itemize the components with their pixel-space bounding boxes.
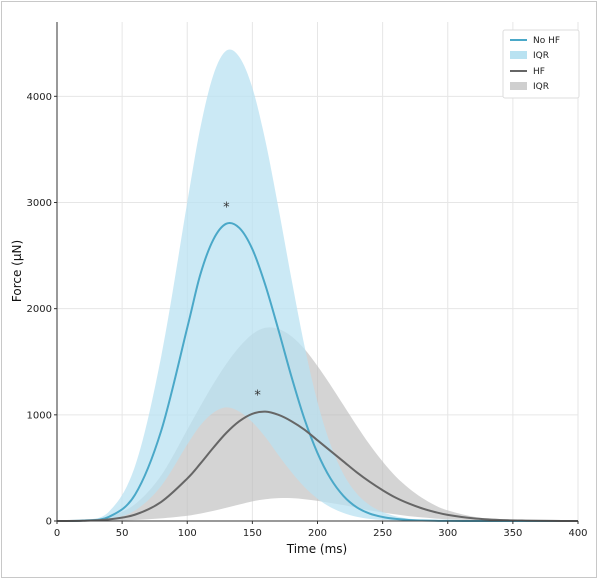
x-tick-label: 250 (373, 528, 392, 539)
legend-label-iqr-hf: IQR (533, 82, 549, 92)
significance-marker-2: * (254, 389, 261, 404)
y-tick-label: 1000 (27, 410, 52, 421)
x-tick-label: 400 (568, 528, 587, 539)
legend-swatch-iqr-no-hf (510, 51, 527, 59)
legend-label-iqr-no-hf: IQR (533, 51, 549, 61)
legend-swatch-iqr-hf (510, 82, 527, 90)
x-axis-label: Time (ms) (286, 542, 348, 556)
significance-marker-1: * (223, 201, 230, 216)
x-tick-label: 0 (54, 528, 60, 539)
series-line-hf (56, 410, 579, 522)
legend-box (502, 29, 580, 99)
y-tick-label: 0 (46, 517, 52, 528)
annotations: ** (223, 201, 261, 404)
iqr-band-no-hf (57, 49, 578, 522)
x-tick-label: 200 (308, 528, 327, 539)
y-tick-label: 2000 (27, 304, 52, 315)
legend-label-no-hf: No HF (533, 36, 560, 46)
x-tick-label: 150 (243, 528, 262, 539)
y-tick-label: 4000 (27, 92, 52, 103)
legend: No HF IQR HF IQR (502, 29, 580, 99)
legend-label-hf: HF (533, 67, 545, 77)
iqr-bands (57, 49, 578, 522)
y-axis-label: Force (µN) (10, 240, 24, 302)
x-tick-label: 100 (178, 528, 197, 539)
x-tick-label: 350 (503, 528, 522, 539)
y-tick-label: 3000 (27, 198, 52, 209)
x-tick-label: 50 (116, 528, 129, 539)
tick-labels: 0 50 100 150 200 250 300 350 4000100020003000400… (27, 92, 588, 539)
x-tick-label: 300 (438, 528, 457, 539)
